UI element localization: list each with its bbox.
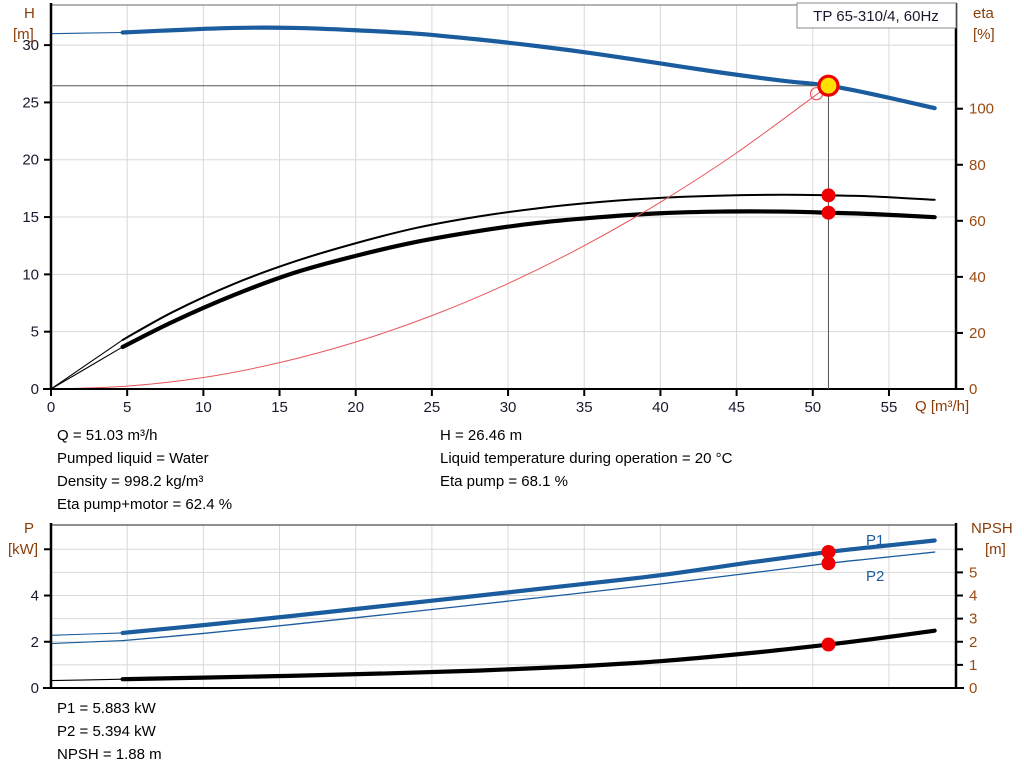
h-tick-label: 5 bbox=[31, 324, 39, 341]
info-eta-pump-motor: Eta pump+motor = 62.4 % bbox=[57, 496, 233, 513]
power-npsh-chart: 0 2 4 0 1 2 3 4 5 bbox=[31, 523, 978, 697]
h-axis-unit: [m] bbox=[13, 26, 34, 43]
bottom-chart-gridlines bbox=[50, 524, 956, 689]
q-tick-label: 0 bbox=[47, 399, 55, 416]
p2-series-label: P2 bbox=[866, 568, 884, 585]
p-tick-label: 4 bbox=[31, 588, 39, 605]
info-p2: P2 = 5.394 kW bbox=[57, 723, 156, 740]
q-tick-label: 10 bbox=[195, 399, 212, 416]
info-eta-pump: Eta pump = 68.1 % bbox=[440, 473, 568, 490]
model-title-box: TP 65-310/4, 60Hz bbox=[796, 2, 957, 29]
eta-tick-label: 100 bbox=[969, 101, 994, 118]
npsh-point-marker[interactable] bbox=[821, 637, 836, 652]
p-tick-label: 0 bbox=[31, 680, 39, 697]
info-npsh: NPSH = 1.88 m bbox=[57, 746, 162, 763]
p1-curve-leadin bbox=[50, 632, 124, 636]
info-liquid: Pumped liquid = Water bbox=[57, 450, 209, 467]
q-tick-label: 50 bbox=[804, 399, 821, 416]
eta-tick-label: 0 bbox=[969, 381, 977, 398]
q-tick-label: 20 bbox=[347, 399, 364, 416]
eta-tick-label: 60 bbox=[969, 213, 986, 230]
npsh-tick-label: 4 bbox=[969, 588, 977, 605]
npsh-tick-label: 2 bbox=[969, 634, 977, 651]
bottom-chart-tick-labels: 0 2 4 0 1 2 3 4 5 bbox=[31, 564, 978, 697]
eta-pump-motor-curve-leadin bbox=[50, 346, 124, 390]
p2-curve-leadin bbox=[50, 640, 124, 645]
p1-point-marker[interactable] bbox=[821, 544, 836, 559]
eta-tick-label: 40 bbox=[969, 269, 986, 286]
h-tick-label: 10 bbox=[22, 266, 39, 283]
p-tick-label: 2 bbox=[31, 634, 39, 651]
bottom-chart-axes bbox=[43, 523, 964, 689]
p2-point-marker[interactable] bbox=[821, 556, 836, 571]
npsh-tick-label: 0 bbox=[969, 680, 977, 697]
npsh-tick-label: 5 bbox=[969, 564, 977, 581]
npsh-axis-unit: [m] bbox=[985, 541, 1006, 558]
h-tick-label: 15 bbox=[22, 209, 39, 226]
npsh-axis-title: NPSH bbox=[971, 520, 1013, 537]
h-tick-label: 20 bbox=[22, 152, 39, 169]
top-chart-axes bbox=[43, 3, 964, 396]
npsh-tick-label: 3 bbox=[969, 611, 977, 628]
p-axis-unit: [kW] bbox=[8, 541, 38, 558]
eta-axis-title: eta bbox=[973, 5, 995, 22]
h-axis-title: H bbox=[24, 5, 35, 22]
info-p1: P1 = 5.883 kW bbox=[57, 700, 156, 717]
eta-pump-motor-point-marker[interactable] bbox=[821, 205, 836, 220]
info-density: Density = 998.2 kg/m³ bbox=[57, 473, 204, 490]
q-tick-label: 5 bbox=[123, 399, 131, 416]
eta-pump-curve bbox=[121, 193, 936, 341]
duty-info-left: Q = 51.03 m³/h Pumped liquid = Water Den… bbox=[57, 424, 232, 516]
model-title-label: TP 65-310/4, 60Hz bbox=[813, 8, 939, 25]
head-curve-leadin bbox=[50, 31, 124, 35]
duty-point-marker[interactable] bbox=[817, 74, 840, 97]
system-curve bbox=[50, 85, 829, 390]
power-info: P1 = 5.883 kW P2 = 5.394 kW NPSH = 1.88 … bbox=[57, 697, 162, 766]
h-tick-label: 25 bbox=[22, 94, 39, 111]
h-tick-label: 0 bbox=[31, 381, 39, 398]
npsh-curve-leadin bbox=[50, 678, 124, 682]
eta-pump-point-marker[interactable] bbox=[821, 188, 836, 203]
bottom-chart-markers bbox=[821, 544, 836, 652]
p1-series-label: P1 bbox=[866, 532, 884, 549]
eta-tick-label: 20 bbox=[969, 325, 986, 342]
duty-info-right: H = 26.46 m Liquid temperature during op… bbox=[440, 424, 732, 493]
head-eta-chart: 0 5 10 15 20 25 30 0 20 40 60 80 100 0 5 10 15 20 25 30 35 40… bbox=[22, 3, 994, 416]
q-tick-label: 30 bbox=[500, 399, 517, 416]
h-tick-label: 30 bbox=[22, 37, 39, 54]
top-chart-gridlines bbox=[50, 4, 956, 390]
top-chart-markers bbox=[51, 74, 840, 389]
q-tick-label: 35 bbox=[576, 399, 593, 416]
npsh-tick-label: 1 bbox=[969, 657, 977, 674]
q-tick-label: 15 bbox=[271, 399, 288, 416]
eta-axis-unit: [%] bbox=[973, 26, 995, 43]
eta-tick-label: 80 bbox=[969, 157, 986, 174]
eta-pump-motor-curve bbox=[120, 209, 937, 350]
q-tick-label: 45 bbox=[728, 399, 745, 416]
top-chart-curves bbox=[50, 25, 937, 390]
top-chart-tick-labels: 0 5 10 15 20 25 30 0 20 40 60 80 100 0 5 10 15 20 25 30 35 40… bbox=[22, 37, 994, 416]
q-tick-label: 55 bbox=[881, 399, 898, 416]
info-h: H = 26.46 m bbox=[440, 427, 523, 444]
q-tick-label: 40 bbox=[652, 399, 669, 416]
q-axis-title: Q [m³/h] bbox=[915, 398, 969, 415]
info-q: Q = 51.03 m³/h bbox=[57, 427, 158, 444]
head-curve bbox=[120, 25, 937, 111]
info-temp: Liquid temperature during operation = 20… bbox=[440, 450, 733, 467]
q-tick-label: 25 bbox=[424, 399, 441, 416]
p-axis-title: P bbox=[24, 520, 34, 537]
